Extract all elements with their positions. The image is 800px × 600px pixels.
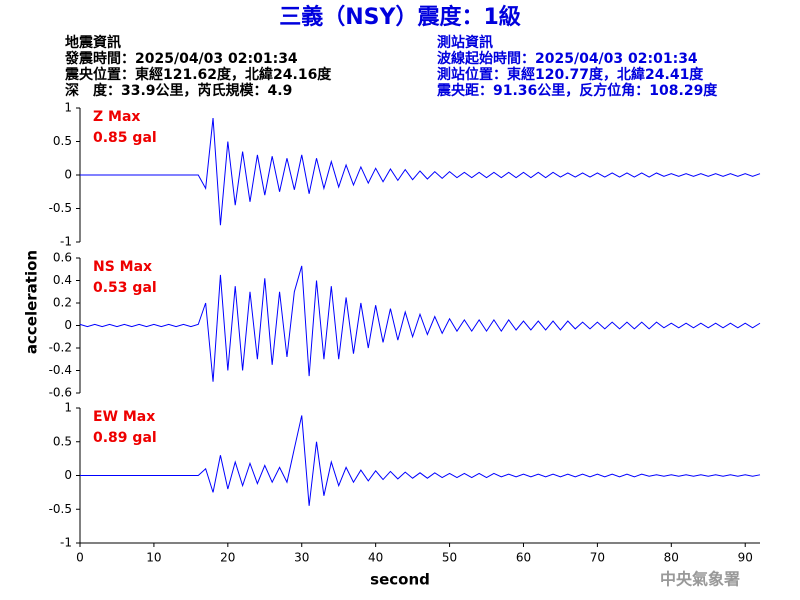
- x-axis-label: second: [370, 571, 430, 589]
- x-tick-label: 10: [146, 551, 161, 565]
- info-text: 震央距：91.36公里，反方位角：108.29度: [436, 82, 718, 99]
- waveform: [80, 415, 761, 506]
- y-tick-label: 0.4: [53, 273, 72, 287]
- y-tick-label: -0.2: [49, 341, 72, 355]
- x-tick-label: 60: [516, 551, 531, 565]
- y-tick-label: -0.6: [49, 386, 72, 400]
- waveform: [79, 265, 761, 382]
- y-tick-label: -0.5: [49, 201, 72, 215]
- y-axis-label: acceleration: [23, 250, 41, 354]
- x-tick-label: 80: [664, 551, 679, 565]
- info-text: 測站資訊: [437, 34, 493, 51]
- y-tick-label: 0: [64, 318, 72, 332]
- x-tick-label: 50: [442, 551, 457, 565]
- chart-title: 三義（NSY）震度：1級: [279, 4, 521, 30]
- info-text: 測站位置：東經120.77度，北緯24.41度: [437, 66, 704, 83]
- info-text: 發震時間：2025/04/03 02:01:34: [64, 50, 298, 67]
- info-text: 深 度：33.9公里，芮氏規模：4.9: [65, 82, 292, 99]
- footer: 中央氣象署: [660, 570, 740, 589]
- y-tick-label: 0.5: [53, 134, 72, 148]
- max-label: 0.85 gal: [93, 130, 157, 146]
- waveform: [80, 117, 761, 226]
- panel-label: NS Max: [93, 259, 152, 275]
- y-tick-label: 0.5: [53, 434, 72, 448]
- x-tick-label: 90: [738, 551, 753, 565]
- y-tick-label: 0.2: [53, 296, 72, 310]
- y-tick-label: -1: [60, 536, 72, 550]
- info-text: 波線起始時間：2025/04/03 02:01:34: [437, 50, 698, 67]
- info-text: 震央位置：東經121.62度，北緯24.16度: [64, 66, 332, 83]
- max-label: 0.89 gal: [93, 430, 157, 446]
- x-tick-label: 0: [76, 551, 84, 565]
- x-tick-label: 70: [590, 551, 605, 565]
- max-label: 0.53 gal: [93, 280, 157, 296]
- y-tick-label: 1: [64, 401, 72, 415]
- x-tick-label: 30: [294, 551, 309, 565]
- y-tick-label: -1: [60, 235, 72, 249]
- y-tick-label: -0.4: [49, 363, 72, 377]
- y-tick-label: -0.5: [49, 502, 72, 516]
- x-tick-label: 20: [220, 551, 235, 565]
- info-text: 地震資訊: [65, 34, 121, 51]
- panel-label: Z Max: [93, 109, 140, 125]
- x-tick-label: 40: [368, 551, 383, 565]
- y-tick-label: 0: [64, 168, 72, 182]
- y-tick-label: 1: [64, 101, 72, 115]
- panel-label: EW Max: [93, 409, 155, 425]
- y-tick-label: 0: [64, 468, 72, 482]
- y-tick-label: 0.6: [53, 251, 72, 265]
